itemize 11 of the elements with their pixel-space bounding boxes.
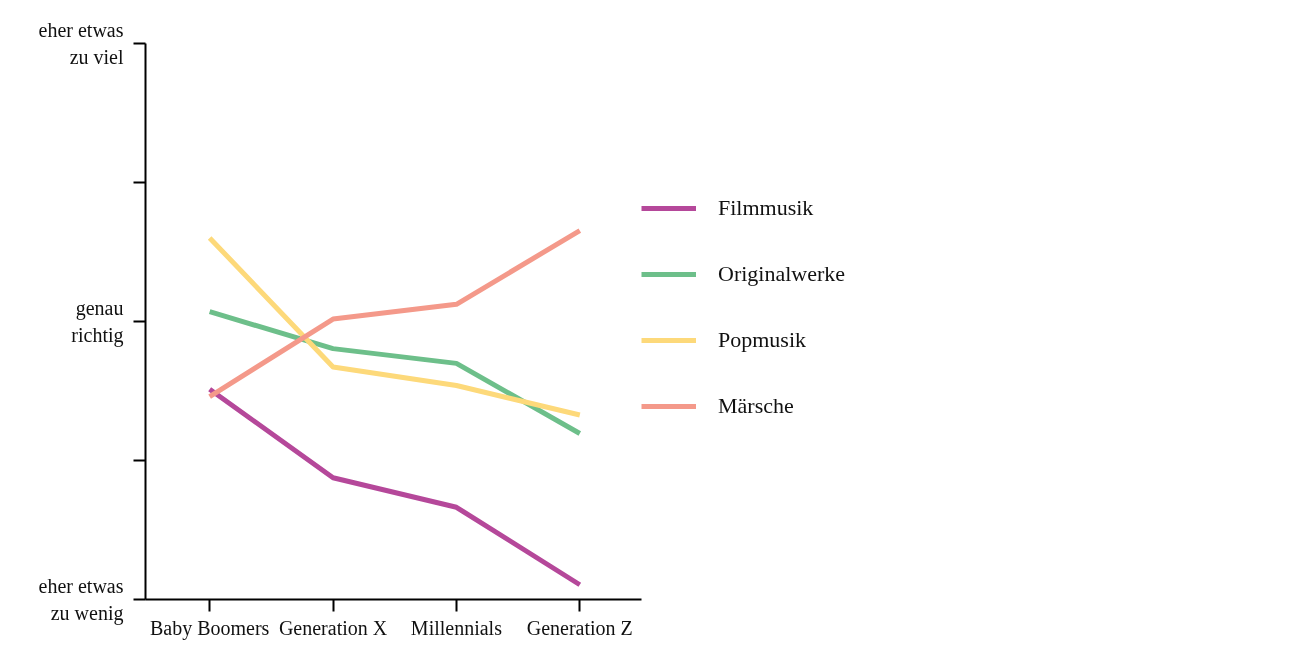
legend-label: Popmusik [718, 327, 807, 353]
legend-label: Originalwerke [718, 261, 846, 287]
x-tick-label: Generation X [278, 616, 388, 639]
text: eher etwas zu wenig [38, 575, 124, 625]
x-tick-label: Generation Z [526, 616, 633, 639]
x-tick-label: Baby Boomers [149, 616, 270, 640]
legend-label: Märsche [718, 393, 794, 419]
text: genau richtig [71, 297, 124, 347]
text: eher etwas zu viel [38, 19, 124, 68]
legend-label: Filmmusik [718, 195, 814, 221]
x-tick-label: Millennials [410, 616, 503, 639]
